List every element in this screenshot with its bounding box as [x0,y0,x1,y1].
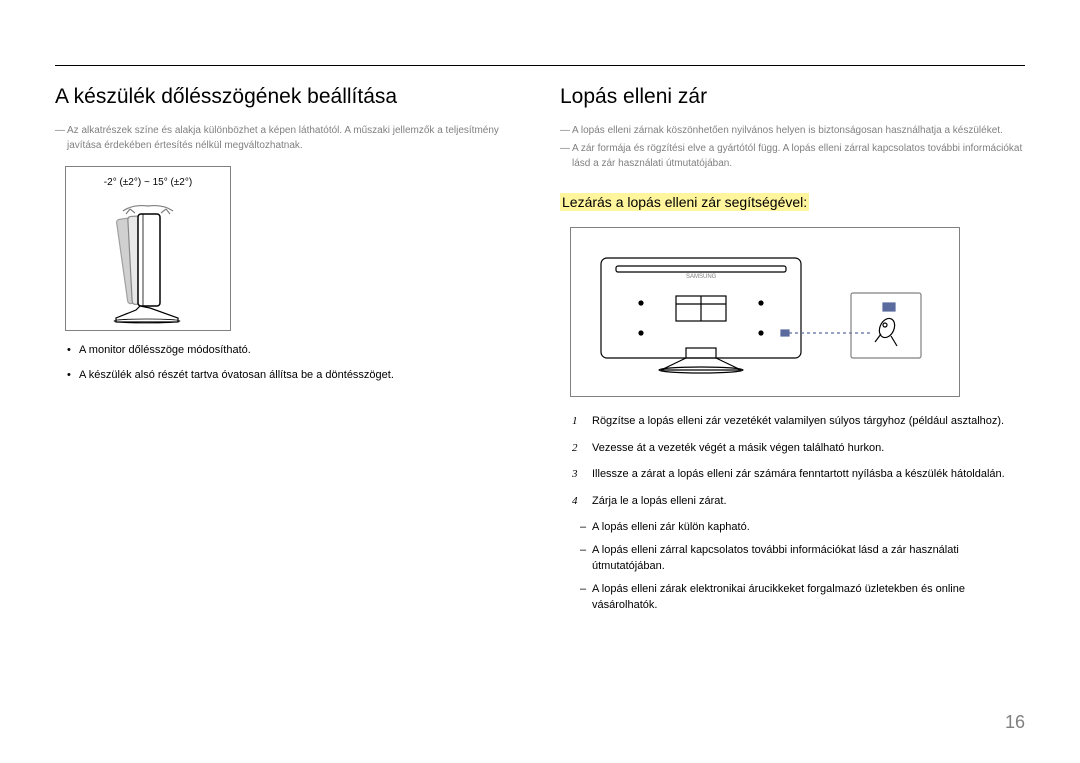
subheading-highlighted: Lezárás a lopás elleni zár segítségével: [560,193,809,211]
svg-text:SAMSUNG: SAMSUNG [686,274,717,280]
step-2: 2 Vezesse át a vezeték végét a másik vég… [560,440,1025,457]
right-note-1-text: A lopás elleni zárnak köszönhetően nyilv… [572,123,1025,138]
note-dash-icon: ― [560,123,572,138]
left-heading: A készülék dőlésszögének beállítása [55,85,520,109]
note-dash-icon: ― [560,141,572,156]
step-number: 2 [572,440,592,457]
right-note-2-text: A zár formája és rögzítési elve a gyártó… [572,141,1025,171]
left-note-text: Az alkatrészek színe és alakja különbözh… [67,123,520,153]
left-note: ―Az alkatrészek színe és alakja különböz… [55,123,520,153]
right-note-2: ―A zár formája és rögzítési elve a gyárt… [560,141,1025,171]
step-number: 4 [572,493,592,510]
bullet-1: A monitor dőlésszöge módosítható. [55,343,520,358]
right-heading: Lopás elleni zár [560,85,1025,109]
tilt-figure: -2° (±2°) ~ 15° (±2°) [65,166,231,331]
right-note-1: ―A lopás elleni zárnak köszönhetően nyil… [560,123,1025,138]
tilt-angle-label: -2° (±2°) ~ 15° (±2°) [76,177,220,188]
monitor-tilt-icon [78,196,218,326]
step-3-text: Illessze a zárat a lopás elleni zár szám… [592,466,1025,483]
lock-figure: SAMSUNG [570,227,960,397]
step-4-text: Zárja le a lopás elleni zárat. [592,493,1025,510]
step-number: 3 [572,466,592,483]
right-column: Lopás elleni zár ―A lopás elleni zárnak … [560,85,1025,620]
note-dash-icon: ― [55,123,67,138]
step-1: 1 Rögzítse a lopás elleni zár vezetékét … [560,413,1025,430]
content-columns: A készülék dőlésszögének beállítása ―Az … [55,85,1025,620]
step-2-text: Vezesse át a vezeték végét a másik végen… [592,440,1025,457]
step-3: 3 Illessze a zárat a lopás elleni zár sz… [560,466,1025,483]
step-1-text: Rögzítse a lopás elleni zár vezetékét va… [592,413,1025,430]
left-column: A készülék dőlésszögének beállítása ―Az … [55,85,520,620]
page-number: 16 [1005,712,1025,733]
sub-item-1: A lopás elleni zár külön kapható. [560,519,1025,536]
step-number: 1 [572,413,592,430]
step-4: 4 Zárja le a lopás elleni zárat. [560,493,1025,510]
sub-item-3: A lopás elleni zárak elektronikai árucik… [560,581,1025,614]
sub-item-2: A lopás elleni zárral kapcsolatos tovább… [560,542,1025,575]
top-divider [55,65,1025,66]
monitor-lock-icon: SAMSUNG [591,248,941,378]
subheading-wrap: Lezárás a lopás elleni zár segítségével: [560,191,1025,213]
bullet-2: A készülék alsó részét tartva óvatosan á… [55,368,520,383]
